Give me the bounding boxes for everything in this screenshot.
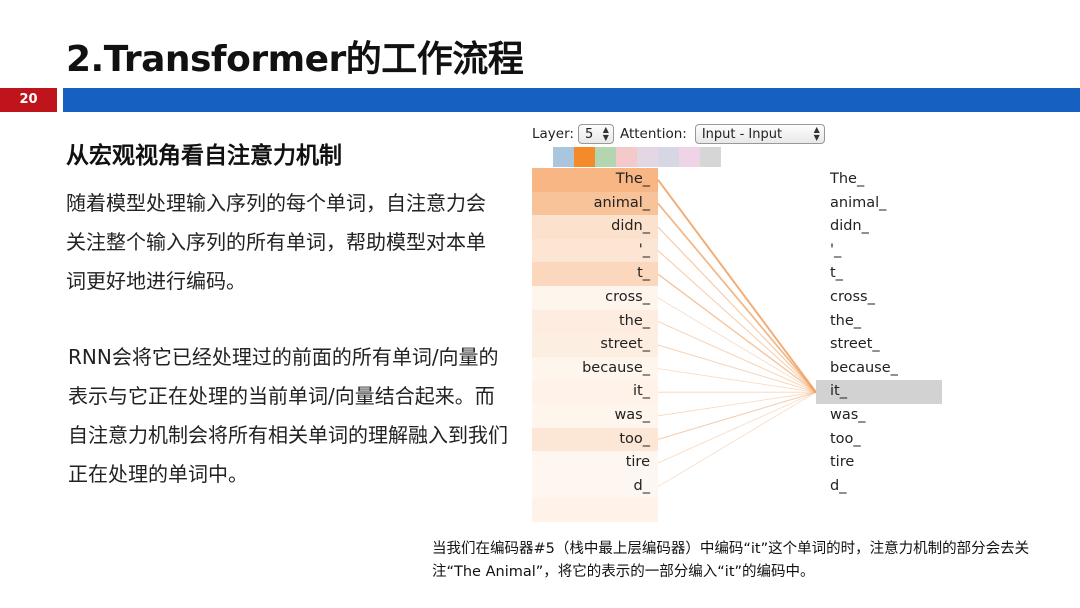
- slide-title: 2.Transformer的工作流程: [66, 39, 524, 80]
- source-token[interactable]: too_: [532, 427, 658, 452]
- target-token[interactable]: d_: [830, 477, 847, 494]
- attention-line: [657, 344, 817, 393]
- target-token[interactable]: the_: [830, 312, 862, 329]
- layer-select[interactable]: 5 ▲ ▼: [577, 124, 614, 144]
- source-token[interactable]: didn_: [532, 215, 658, 239]
- target-token[interactable]: was_: [830, 406, 866, 423]
- target-token[interactable]: it_: [816, 380, 942, 404]
- page-number-bar: [0, 88, 57, 112]
- attention-line: [657, 391, 817, 487]
- attention-line: [657, 391, 817, 417]
- head-swatch-7[interactable]: [679, 147, 700, 167]
- attention-visualization: The_ animal_ didn_ '_ t_ cross_ the_ street_ bec…: [532, 168, 952, 524]
- layer-label: Layer:: [532, 126, 574, 142]
- target-token-column: The_ animal_ didn_ '_ t_ cross_ the_ street_bec…: [816, 168, 942, 498]
- source-token[interactable]: animal_: [532, 191, 658, 216]
- target-token[interactable]: t_: [830, 265, 843, 282]
- title-underline-bar: [63, 88, 1080, 112]
- section-subtitle: 从宏观视角看自注意力机制: [66, 143, 342, 169]
- target-token[interactable]: cross_: [830, 288, 875, 305]
- head-swatch-3[interactable]: [595, 147, 616, 167]
- source-token[interactable]: '_: [532, 238, 658, 263]
- source-token[interactable]: cross_: [532, 285, 658, 310]
- target-token[interactable]: because_: [830, 359, 898, 376]
- dropdown-arrows-icon: ▲ ▼: [813, 125, 820, 142]
- attention-line: [657, 179, 817, 393]
- source-token[interactable]: [532, 498, 658, 522]
- target-token[interactable]: street_: [830, 336, 880, 353]
- paragraph-self-attention: 随着模型处理输入序列的每个单词，自注意力会关注整个输入序列的所有单词，帮助模型对…: [66, 191, 486, 293]
- attention-line: [657, 273, 817, 393]
- attention-line: [657, 368, 817, 393]
- source-token[interactable]: was_: [532, 403, 658, 428]
- attention-line: [657, 391, 817, 464]
- target-token[interactable]: animal_: [830, 194, 887, 211]
- source-token[interactable]: The_: [532, 168, 658, 192]
- source-token[interactable]: street_: [532, 333, 658, 357]
- stepper-arrows-icon: ▲ ▼: [602, 125, 609, 142]
- viz-controls: Layer: 5 ▲ ▼ Attention: Input - Input ▲ ▼: [532, 124, 825, 144]
- source-token[interactable]: tire: [532, 451, 658, 475]
- source-token[interactable]: it_: [532, 380, 658, 404]
- attention-line: [657, 320, 817, 393]
- attention-lines: [657, 179, 817, 487]
- target-token[interactable]: The_: [830, 171, 865, 187]
- layer-value: 5: [584, 126, 594, 142]
- head-swatch-2[interactable]: [574, 147, 595, 167]
- target-token[interactable]: didn_: [830, 218, 869, 235]
- paragraph-rnn-comparison: RNN会将它已经处理过的前面的所有单词/向量的表示与它正在处理的当前单词/向量结…: [68, 345, 508, 486]
- target-token[interactable]: too_: [830, 430, 861, 447]
- attention-line: [657, 250, 817, 393]
- attention-line: [657, 391, 817, 440]
- attention-line: [657, 202, 817, 393]
- source-token-column: The_ animal_ didn_ '_ t_ cross_ the_ street_ bec…: [532, 168, 658, 522]
- target-token[interactable]: '_: [830, 241, 842, 258]
- attention-value: Input - Input: [701, 126, 783, 142]
- attention-line: [657, 297, 817, 393]
- head-swatch-4[interactable]: [616, 147, 637, 167]
- head-swatch-5[interactable]: [637, 147, 658, 167]
- attention-line: [657, 226, 817, 393]
- head-swatch-6[interactable]: [658, 147, 679, 167]
- source-token[interactable]: t_: [532, 262, 658, 286]
- attention-head-swatches: [553, 147, 721, 167]
- head-swatch-1[interactable]: [553, 147, 574, 167]
- attention-select[interactable]: Input - Input ▲ ▼: [694, 124, 825, 144]
- target-token[interactable]: tire: [830, 454, 855, 471]
- source-token[interactable]: the_: [532, 309, 658, 334]
- attention-label: Attention:: [619, 126, 687, 142]
- head-swatch-8[interactable]: [700, 147, 721, 167]
- source-token[interactable]: d_: [532, 474, 658, 499]
- figure-caption: 当我们在编码器#5（栈中最上层编码器）中编码“it”这个单词的时，注意力机制的部…: [432, 541, 1030, 580]
- source-token[interactable]: because_: [532, 356, 658, 381]
- page-number: 20: [19, 92, 38, 107]
